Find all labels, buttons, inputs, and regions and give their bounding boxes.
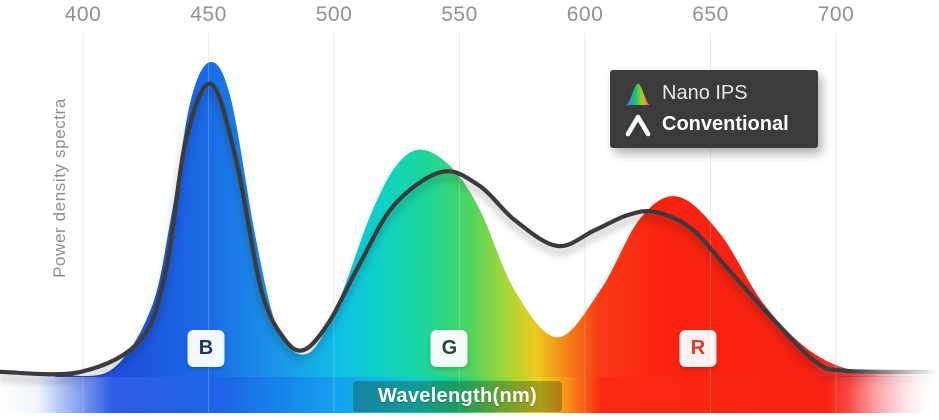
x-tick-label: 650 [692,3,729,26]
x-tick-label: 500 [315,3,353,26]
legend-item-nano-ips: Nano IPS [625,82,818,106]
right-edge-fade [850,350,939,420]
caret-peak-icon [625,114,651,136]
x-tick-label: 550 [441,3,478,26]
band-badge-blue: B [187,330,225,367]
x-tick-label: 600 [566,3,604,26]
nano-spectrum-peak-icon [626,83,650,105]
x-tick-label: 700 [817,3,855,26]
nano-ips-area [55,62,939,377]
band-badge-red: R [679,330,717,367]
x-axis-title-badge: Wavelength(nm) [353,381,562,412]
x-tick-label: 400 [64,3,102,26]
y-axis-label: Power density spectra [50,98,69,278]
conventional-line [0,81,939,377]
legend-label-nano-ips: Nano IPS [662,82,748,104]
wavelength-spectrum-bar [0,376,939,413]
legend-label-conventional: Conventional [662,113,789,135]
legend: Nano IPS Conventional [610,70,818,148]
band-badge-green: G [430,330,468,367]
legend-item-conventional: Conventional [625,113,818,137]
x-tick-label: 450 [190,3,227,26]
